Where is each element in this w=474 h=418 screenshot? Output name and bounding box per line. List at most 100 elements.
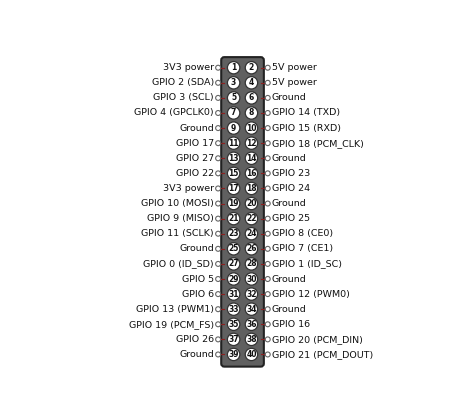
Circle shape — [228, 76, 240, 89]
Text: GPIO 19 (PCM_FS): GPIO 19 (PCM_FS) — [129, 320, 214, 329]
Circle shape — [216, 201, 220, 206]
Circle shape — [228, 273, 240, 285]
Text: 4: 4 — [249, 78, 254, 87]
Circle shape — [265, 80, 270, 85]
Circle shape — [228, 107, 240, 119]
Circle shape — [228, 152, 240, 164]
Circle shape — [228, 137, 240, 149]
Circle shape — [245, 182, 258, 195]
Text: 8: 8 — [249, 109, 254, 117]
Circle shape — [228, 227, 240, 240]
Text: 31: 31 — [228, 290, 239, 298]
Text: GPIO 24: GPIO 24 — [272, 184, 310, 193]
Circle shape — [216, 277, 220, 281]
Circle shape — [245, 227, 258, 240]
Circle shape — [265, 126, 270, 130]
Circle shape — [245, 76, 258, 89]
Circle shape — [228, 288, 240, 300]
Circle shape — [228, 243, 240, 255]
Text: 18: 18 — [246, 184, 257, 193]
Circle shape — [216, 322, 220, 327]
Circle shape — [265, 95, 270, 100]
Text: Ground: Ground — [272, 275, 307, 283]
Text: 2: 2 — [249, 63, 254, 72]
Circle shape — [265, 231, 270, 236]
Circle shape — [245, 318, 258, 331]
Circle shape — [245, 197, 258, 210]
Text: 34: 34 — [246, 305, 257, 314]
Circle shape — [216, 156, 220, 161]
Circle shape — [216, 126, 220, 130]
Text: GPIO 0 (ID_SD): GPIO 0 (ID_SD) — [144, 260, 214, 268]
Text: Ground: Ground — [179, 124, 214, 133]
Text: Ground: Ground — [272, 305, 307, 314]
Text: 5: 5 — [231, 93, 236, 102]
Text: GPIO 22: GPIO 22 — [176, 169, 214, 178]
Text: 15: 15 — [228, 169, 239, 178]
Circle shape — [265, 186, 270, 191]
Text: 25: 25 — [228, 244, 239, 253]
Text: GPIO 11 (SCLK): GPIO 11 (SCLK) — [141, 229, 214, 238]
Text: 5V power: 5V power — [272, 63, 317, 72]
Circle shape — [216, 171, 220, 176]
Circle shape — [228, 197, 240, 210]
Text: 20: 20 — [246, 199, 257, 208]
Circle shape — [265, 156, 270, 161]
Text: 17: 17 — [228, 184, 239, 193]
Circle shape — [265, 261, 270, 266]
Circle shape — [216, 95, 220, 100]
Circle shape — [228, 182, 240, 195]
Circle shape — [245, 167, 258, 179]
Text: 30: 30 — [246, 275, 257, 283]
Circle shape — [265, 322, 270, 327]
Text: 21: 21 — [228, 214, 239, 223]
Circle shape — [216, 110, 220, 115]
Circle shape — [216, 292, 220, 296]
Text: GPIO 23: GPIO 23 — [272, 169, 310, 178]
Circle shape — [265, 216, 270, 221]
Text: 9: 9 — [231, 124, 236, 133]
Text: GPIO 7 (CE1): GPIO 7 (CE1) — [272, 244, 333, 253]
Circle shape — [265, 65, 270, 70]
Circle shape — [245, 258, 258, 270]
Text: GPIO 1 (ID_SC): GPIO 1 (ID_SC) — [272, 260, 342, 268]
Text: GPIO 13 (PWM1): GPIO 13 (PWM1) — [136, 305, 214, 314]
Circle shape — [265, 141, 270, 145]
Text: GPIO 3 (SCL): GPIO 3 (SCL) — [154, 93, 214, 102]
Circle shape — [245, 137, 258, 149]
Circle shape — [265, 110, 270, 115]
Text: 38: 38 — [246, 335, 257, 344]
Text: 3V3 power: 3V3 power — [163, 184, 214, 193]
Circle shape — [245, 61, 258, 74]
Text: GPIO 15 (RXD): GPIO 15 (RXD) — [272, 124, 341, 133]
Circle shape — [216, 216, 220, 221]
Circle shape — [228, 92, 240, 104]
Text: Ground: Ground — [179, 350, 214, 359]
Text: 3: 3 — [231, 78, 236, 87]
Text: GPIO 14 (TXD): GPIO 14 (TXD) — [272, 109, 340, 117]
Text: 5V power: 5V power — [272, 78, 317, 87]
Text: 28: 28 — [246, 260, 257, 268]
Circle shape — [265, 246, 270, 251]
Circle shape — [216, 65, 220, 70]
Circle shape — [228, 122, 240, 134]
Circle shape — [216, 352, 220, 357]
Text: 24: 24 — [246, 229, 257, 238]
Text: 10: 10 — [246, 124, 257, 133]
Text: GPIO 25: GPIO 25 — [272, 214, 310, 223]
Text: 7: 7 — [231, 109, 237, 117]
Circle shape — [228, 258, 240, 270]
Text: GPIO 4 (GPCLK0): GPIO 4 (GPCLK0) — [135, 109, 214, 117]
Circle shape — [245, 92, 258, 104]
Circle shape — [245, 273, 258, 285]
Circle shape — [265, 307, 270, 312]
Circle shape — [216, 186, 220, 191]
Circle shape — [265, 171, 270, 176]
Text: 13: 13 — [228, 154, 239, 163]
Circle shape — [245, 122, 258, 134]
Text: 27: 27 — [228, 260, 239, 268]
Text: GPIO 12 (PWM0): GPIO 12 (PWM0) — [272, 290, 350, 298]
Circle shape — [228, 61, 240, 74]
Circle shape — [216, 261, 220, 266]
Text: GPIO 2 (SDA): GPIO 2 (SDA) — [152, 78, 214, 87]
